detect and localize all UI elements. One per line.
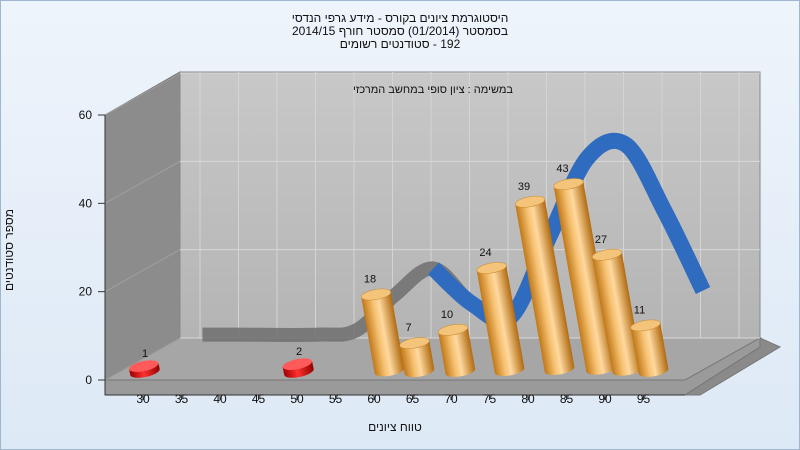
bar-top — [476, 262, 507, 274]
bar-top — [437, 324, 469, 336]
bar-body — [476, 265, 525, 376]
bar: 24 — [476, 247, 525, 376]
title-line-1: היסטוגרמת ציונים בקורס - מידע גרפי הנדסי — [291, 11, 509, 25]
x-tick-label: 60 — [367, 392, 381, 406]
y-tick-label: 40 — [79, 196, 93, 210]
y-tick-label: 20 — [79, 285, 93, 299]
x-tick-label: 80 — [521, 392, 535, 406]
bar-body — [630, 322, 669, 377]
x-tick-label: 65 — [406, 392, 420, 406]
bar-data-label: 10 — [441, 309, 453, 321]
chart-title: היסטוגרמת ציונים בקורס - מידע גרפי הנדסי… — [0, 12, 800, 51]
bar: 11 — [630, 304, 669, 377]
bar-data-label: 7 — [405, 322, 411, 334]
bar: 43 — [553, 163, 616, 375]
bar-data-label: 18 — [364, 274, 376, 286]
bar: 39 — [514, 181, 575, 375]
axes — [104, 115, 685, 396]
title-line-3: 192 - סטודנטים רשומים — [339, 37, 461, 51]
x-tick-label: 75 — [483, 392, 497, 406]
y-ticks: 0 20 40 60 — [79, 108, 105, 387]
y-tick-label: 60 — [79, 108, 93, 122]
bar-data-label: 2 — [296, 346, 302, 358]
x-tick-label: 30 — [136, 392, 150, 406]
bar-body — [515, 199, 575, 375]
bar-data-label: 43 — [556, 163, 568, 175]
bar-top — [129, 360, 159, 372]
bar: 10 — [437, 309, 476, 377]
x-tick-label: 40 — [213, 392, 227, 406]
bar-body — [361, 291, 405, 377]
bar-top — [591, 248, 623, 261]
bar-top — [360, 288, 392, 301]
chart-subtitle: במשימה : ציון סופי במחשב המרכזי — [353, 84, 513, 96]
y-tick-label: 0 — [85, 373, 92, 387]
bar-top — [282, 358, 313, 370]
bar: 27 — [591, 234, 643, 376]
x-tick-label: 90 — [598, 392, 612, 406]
left-wall — [104, 71, 181, 381]
x-tick-label: 70 — [444, 392, 458, 406]
grid-line-left — [104, 160, 181, 204]
x-ticks: 30 35 40 45 50 55 60 65 70 75 80 85 90 95 — [136, 392, 650, 406]
bar: 1 — [129, 348, 160, 378]
bar-body — [553, 181, 616, 375]
x-tick-label: 95 — [637, 392, 651, 406]
title-line-2: בסמסטר (01/2014) סמסטר חורף 2014/15 — [291, 24, 509, 38]
bar-body — [399, 340, 435, 378]
grid-line-left — [104, 72, 181, 116]
grid-line-left — [104, 337, 181, 381]
bar-top — [630, 319, 661, 332]
grid-line-left — [104, 249, 181, 293]
bar-data-label: 1 — [142, 348, 148, 360]
bar-body — [592, 252, 643, 376]
bars: 1 2 18 7 10 24 39 43 27 11 — [129, 163, 669, 378]
bar-top — [553, 178, 584, 190]
x-tick-label: 55 — [329, 392, 343, 406]
bar-data-label: 39 — [518, 181, 530, 193]
x-tick-label: 45 — [252, 392, 266, 406]
bar-body — [438, 327, 476, 377]
right-bevel — [683, 337, 782, 396]
bar-data-label: 27 — [595, 234, 607, 246]
bar: 18 — [360, 274, 405, 377]
x-tick-label: 50 — [290, 392, 304, 406]
bar: 7 — [399, 322, 435, 378]
bar-top — [514, 195, 546, 208]
bar-data-label: 11 — [634, 304, 645, 316]
x-axis-label: טווח ציונים — [368, 420, 422, 434]
x-tick-label: 35 — [175, 392, 189, 406]
x-tick-label: 85 — [560, 392, 574, 406]
bar-data-label: 24 — [479, 247, 491, 259]
bar: 2 — [282, 346, 314, 378]
bar-top — [399, 337, 430, 349]
